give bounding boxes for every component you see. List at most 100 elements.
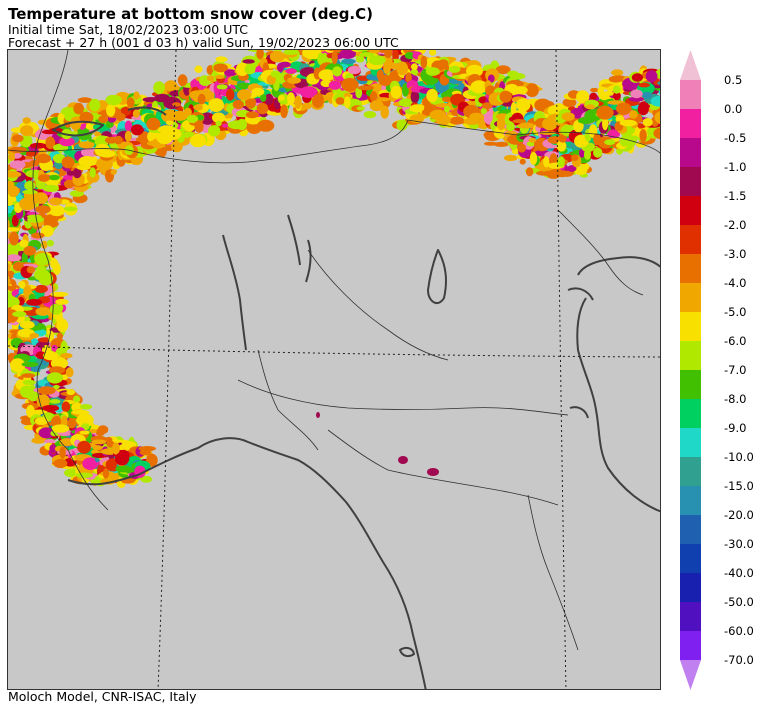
colorbar-label: -1.0 [724,160,747,174]
snow-cell [657,81,660,86]
snow-cell [639,129,647,143]
snow-cell [214,74,225,79]
snow-cell [347,65,361,75]
snow-cell [526,141,535,147]
snow-cell [8,262,11,272]
snow-cell [602,116,609,131]
snow-cell [363,111,377,119]
snow-cell [61,401,71,413]
snow-cell [24,181,36,191]
snow-cell [299,86,318,98]
colorbar-swatch [680,486,701,516]
colorbar-label: -1.5 [724,189,747,203]
colorbar-label: 0.5 [724,73,743,87]
snow-cell [216,84,228,90]
snow-cell [165,120,174,126]
snow-cell [396,119,408,131]
snow-cell [78,141,95,149]
snow-cell [8,180,15,189]
snow-cell [38,386,56,395]
snow-cell [355,87,363,99]
snow-cell [616,102,632,115]
snow-cell [19,239,29,248]
snow-cell [256,50,264,60]
snow-cell [641,91,653,99]
snow-cell [51,424,70,433]
snow-cell [213,81,221,96]
snow-cell [26,266,36,274]
snow-cell [10,358,26,373]
colorbar-label: -15.0 [724,479,754,493]
snow-cell [34,417,49,425]
snow-cell [48,366,65,375]
snow-cell [561,112,575,121]
snow-cell [596,105,614,120]
colorbar-top-arrow [680,50,701,80]
snow-cell [264,93,274,105]
snow-cell [628,96,644,102]
colorbar-swatch [680,196,701,226]
snow-cell [224,69,237,77]
colorbar-swatch [680,109,701,139]
snow-cell [549,153,558,166]
colorbar-label: -4.0 [724,276,747,290]
snow-cell [46,372,64,384]
snow-cell [528,137,537,143]
meridian-1 [157,50,177,689]
lake-neuchatel [127,106,167,116]
map-title: Temperature at bottom snow cover (deg.C) [8,5,373,23]
snow-cell [49,303,63,315]
forecast-map [7,49,661,690]
snow-cell [60,353,73,359]
snow-cell [98,115,109,123]
snow-cell [586,104,595,109]
snow-cell [429,50,437,56]
snow-cell [27,391,40,402]
snow-cell [55,298,69,305]
snow-cell [77,97,93,103]
snow-cell [53,262,61,275]
snow-cell [146,117,161,131]
snow-cell [409,104,426,113]
snow-cell [40,225,54,237]
snow-cell [126,97,135,108]
snow-cell [384,50,393,59]
snow-cell [45,136,56,150]
snow-cell [404,52,416,60]
snow-cell [448,65,461,73]
snow-cell [35,307,51,316]
snow-cell [245,111,259,119]
snow-cell [517,122,535,129]
snow-cell [89,167,96,178]
snow-cell [30,142,47,149]
snow-cell [611,69,624,76]
snow-cell [194,65,203,73]
colorbar-label: -3.0 [724,247,747,261]
snow-cell [130,124,144,136]
snow-cell [104,136,119,144]
snow-cell [132,109,140,118]
colorbar-swatch [680,602,701,632]
snow-cell [8,270,15,279]
colorbar-swatch [680,138,701,168]
snow-cell [41,240,48,249]
colorbar-swatch [680,254,701,284]
snow-cell [237,82,250,89]
lake-como [287,214,312,283]
tuscany-boundary [327,429,559,506]
snow-cell [380,105,390,119]
snow-cell [59,137,75,147]
snow-cell [378,74,393,86]
snow-cell [91,478,103,484]
snow-cell [8,227,21,232]
snow-cell [115,112,126,121]
initial-time-label: Initial time Sat, 18/02/2023 03:00 UTC [8,22,249,37]
snow-cell [183,107,192,117]
snow-cell [504,154,518,162]
snow-cell [232,99,244,110]
coastlines [52,106,660,689]
snow-cell [256,102,269,115]
snow-cell [529,152,538,165]
snow-cell [172,121,179,129]
snow-cell [510,102,517,116]
